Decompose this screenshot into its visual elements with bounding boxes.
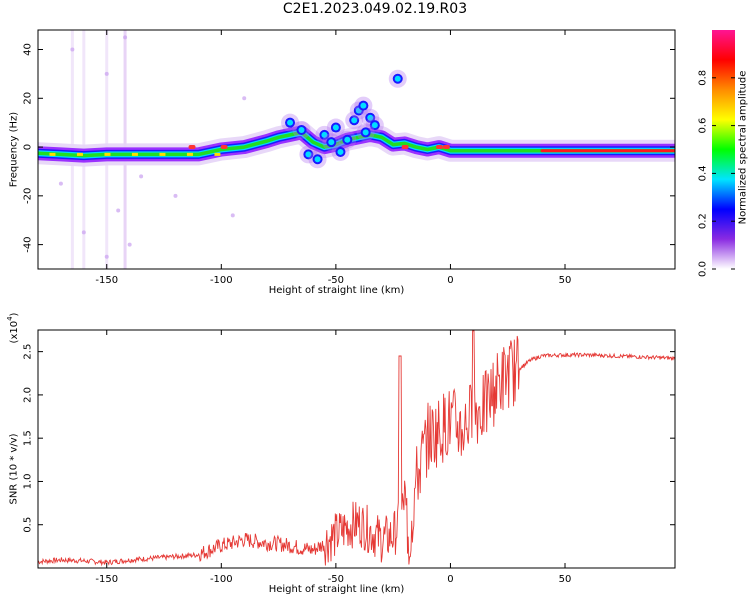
scatter-core — [321, 131, 328, 138]
y-tick-label: 2.0 — [23, 387, 34, 403]
y-axis-label: Frequency (Hz) — [9, 112, 20, 188]
y-tick-label: 0 — [23, 144, 34, 150]
colorbar-tick-label: 0.2 — [698, 213, 709, 229]
scatter-core — [367, 114, 374, 121]
y-tick-label: 2.5 — [23, 344, 34, 360]
ridge-hotspot — [401, 145, 409, 150]
scatter-core — [328, 139, 335, 146]
scatter-core — [287, 119, 294, 126]
noise-speckle — [127, 242, 132, 247]
ridge-hotspot — [442, 145, 450, 150]
noise-speckle — [230, 213, 235, 218]
x-tick-label: -100 — [210, 275, 233, 286]
y-tick-label: 0.5 — [23, 517, 34, 533]
ridge-dash — [159, 152, 166, 156]
noise-speckle — [116, 208, 121, 213]
ridge-dash — [214, 152, 221, 156]
colorbar-gradient — [712, 30, 735, 269]
scatter-core — [298, 126, 305, 133]
colorbar-tick-label: 0.4 — [698, 165, 709, 181]
ridge-dash — [131, 152, 138, 156]
noise-speckle — [242, 96, 247, 101]
scatter-core — [371, 122, 378, 129]
snr-panel: -150 -100 -50 0 50 0.5 1.0 1.5 2.0 2.5 Height of s… — [6, 312, 676, 595]
y-tick-label: -20 — [23, 188, 34, 204]
x-tick-label: 50 — [559, 275, 572, 286]
y-multiplier-label: (x104) — [6, 312, 20, 343]
scatter-core — [351, 117, 358, 124]
noise-speckle — [139, 174, 144, 179]
scatter-core — [362, 129, 369, 136]
y-tick-label: 40 — [23, 43, 34, 56]
y-multiplier-base: (x10 — [9, 321, 20, 344]
noise-speckle — [70, 47, 75, 52]
scatter-core — [314, 156, 321, 163]
page-title: C2E1.2023.049.02.19.R03 — [282, 1, 468, 17]
colorbar-label: Normalized spectral amplitude — [738, 71, 749, 225]
x-tick-label: 0 — [447, 574, 453, 585]
noise-speckle — [123, 35, 128, 40]
scatter-core — [360, 102, 367, 109]
scatter-core — [344, 136, 351, 143]
ridge-dash — [186, 152, 193, 156]
x-tick-label: 0 — [447, 275, 453, 286]
plot-frame — [37, 329, 676, 569]
y-tick-label: -40 — [23, 236, 34, 252]
noise-speckle — [104, 71, 109, 76]
ridge-hotspot — [220, 145, 228, 150]
noise-speckle — [58, 181, 63, 186]
y-tick-label: 1.0 — [23, 474, 34, 490]
x-axis-label: Height of straight line (km) — [269, 584, 405, 595]
y-multiplier-exp: 4 — [6, 316, 14, 321]
x-tick-label: -100 — [210, 574, 233, 585]
scatter-core — [394, 75, 401, 82]
colorbar-tick-label: 0.8 — [698, 70, 709, 86]
noise-speckle — [81, 230, 86, 235]
x-tick-label: -50 — [328, 574, 344, 585]
ridge-hotspot — [188, 145, 196, 150]
scatter-core — [337, 148, 344, 155]
y-axis-label: SNR (10 * v/v) — [9, 433, 20, 504]
scatter-core — [305, 151, 312, 158]
noise-speckle — [104, 254, 109, 259]
colorbar-tick-label: 0.6 — [698, 118, 709, 134]
x-tick-label: -150 — [95, 574, 118, 585]
ridge-dash — [76, 152, 83, 156]
x-tick-label: -150 — [95, 275, 118, 286]
noise-speckle — [173, 193, 178, 198]
ridge-dash — [49, 152, 56, 156]
plot-frame — [37, 29, 676, 270]
x-tick-label: 50 — [559, 574, 572, 585]
colorbar: 0.0 0.2 0.4 0.6 0.8 Normalized spectral ampli… — [698, 30, 749, 277]
ridge-hotspot — [435, 145, 443, 150]
spectrogram-panel: -150 -100 -50 0 50 -40 -20 0 20 40 Height of strai… — [9, 29, 676, 296]
scatter-core — [332, 124, 339, 131]
y-multiplier-close: ) — [9, 312, 20, 316]
x-tick-label: -50 — [328, 275, 344, 286]
snr-series-line — [38, 330, 675, 567]
y-tick-label: 20 — [23, 92, 34, 105]
ridge-dash — [104, 152, 111, 156]
snr-content — [38, 330, 675, 567]
y-tick-label: 1.5 — [23, 430, 34, 446]
x-axis-label: Height of straight line (km) — [269, 285, 405, 296]
colorbar-tick-label: 0.0 — [698, 261, 709, 277]
spectrogram-content — [38, 30, 675, 269]
